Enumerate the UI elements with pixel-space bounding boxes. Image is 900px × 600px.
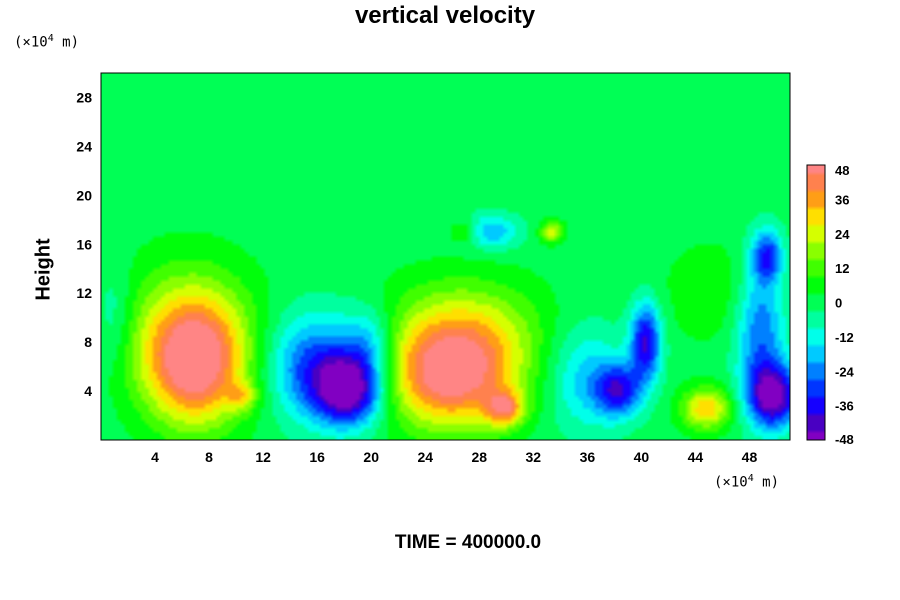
chart-title: vertical velocity [354,2,536,29]
colorbar-tick-label: 48 [835,163,849,178]
x-tick-label: 16 [309,449,325,465]
x-tick-label: 24 [417,449,433,465]
x-axis-unit: (×104 m) [714,473,779,491]
x-tick-label: 8 [205,449,213,465]
colorbar-tick-labels: 48 36 24 12 0 -12 -24 -36 -48 [835,163,855,447]
x-tick-label: 20 [363,449,379,465]
y-tick-labels: 4 8 12 16 20 24 28 [76,89,92,399]
colorbar-frame [806,164,826,441]
y-tick-label: 16 [76,236,92,252]
heatmap-field [101,73,790,440]
x-tick-label: 28 [471,449,487,465]
colorbar-tick-label: 24 [835,227,850,242]
colorbar-tick-label: -12 [835,330,854,345]
x-tick-label: 4 [151,449,159,465]
x-tick-label: 32 [526,449,542,465]
x-tick-label: 40 [634,449,650,465]
y-unit-prefix: (×10 [14,34,48,51]
time-label: TIME = 400000.0 [394,532,542,553]
y-tick-label: 12 [76,285,92,301]
colorbar-tick-label: 0 [835,296,842,311]
y-tick-label: 28 [76,89,92,105]
y-axis-unit: (×104 m) [14,33,79,51]
x-tick-label: 36 [580,449,596,465]
colorbar-tick-label: -24 [835,364,855,379]
x-tick-label: 44 [688,449,704,465]
y-tick-label: 24 [76,138,92,154]
x-unit-prefix: (×10 [714,474,748,491]
y-tick-label: 20 [76,187,92,203]
x-tick-label: 48 [742,449,758,465]
colorbar-tick-label: 36 [835,192,849,207]
x-unit-exponent: 4 [747,473,754,484]
y-unit-suffix: m) [53,34,80,51]
plot-frame [100,72,791,441]
colorbar-tick-label: 12 [835,261,849,276]
x-tick-label: 12 [255,449,271,465]
x-tick-labels: 4 8 12 16 20 24 28 32 36 40 44 48 [151,449,757,465]
x-unit-suffix: m) [753,474,780,491]
colorbar-tick-label: -48 [835,432,854,447]
y-tick-label: 4 [84,383,92,399]
y-tick-label: 8 [84,334,92,350]
y-unit-exponent: 4 [47,33,54,44]
colorbar-tick-label: -36 [835,399,854,414]
colorbar-ramp [807,165,825,440]
